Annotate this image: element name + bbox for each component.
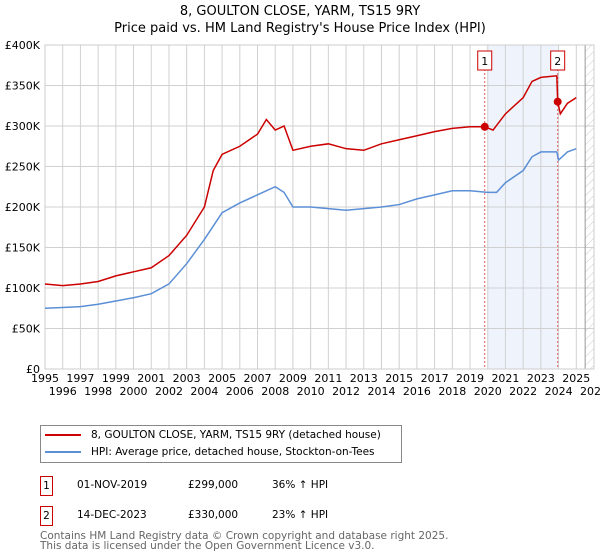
x-tick-label: 2018	[438, 385, 466, 398]
x-tick-label: 2006	[226, 385, 254, 398]
legend-swatch-blue	[45, 451, 81, 453]
x-tick-label: 2004	[190, 385, 218, 398]
series-line	[44, 147, 577, 309]
x-tick-label: 2013	[350, 372, 378, 385]
x-tick-label: 2011	[314, 372, 342, 385]
x-tick-label: 2019	[456, 372, 484, 385]
x-tick-label: 2026	[580, 385, 600, 398]
y-tick-label: £300K	[5, 120, 41, 133]
y-tick-label: £100K	[5, 282, 41, 295]
x-tick-label: 2024	[545, 385, 573, 398]
x-tick-label: 2025	[562, 372, 590, 385]
x-tick-label: 1999	[102, 372, 130, 385]
y-tick-label: £250K	[5, 161, 41, 174]
subtitle-text: Price paid vs. HM Land Registry's House …	[114, 21, 486, 36]
transaction-price: £299,000	[188, 479, 239, 491]
x-tick-label: 2008	[261, 385, 289, 398]
legend-item-hpi: HPI: Average price, detached house, Stoc…	[45, 446, 375, 458]
chart-title: 8, GOULTON CLOSE, YARM, TS15 9RY Price pa…	[0, 3, 600, 37]
x-tick-label: 2000	[120, 385, 148, 398]
series-line	[44, 74, 577, 287]
marker-label: 2	[554, 55, 561, 68]
x-tick-label: 2022	[509, 385, 537, 398]
y-tick-label: £400K	[5, 39, 41, 52]
x-tick-label: 1998	[84, 385, 112, 398]
x-tick-label: 2007	[244, 372, 272, 385]
legend: 8, GOULTON CLOSE, YARM, TS15 9RY (detach…	[40, 425, 402, 463]
x-tick-label: 2001	[137, 372, 165, 385]
title-text: 8, GOULTON CLOSE, YARM, TS15 9RY	[179, 4, 421, 19]
footer-line: Contains HM Land Registry data © Crown c…	[40, 530, 449, 542]
price-chart: 1995199619971998199920002001200220032004…	[5, 39, 600, 398]
y-tick-label: £200K	[5, 201, 41, 214]
x-tick-label: 2003	[173, 372, 201, 385]
x-tick-label: 2009	[279, 372, 307, 385]
marker-badge: 2	[40, 506, 53, 526]
x-tick-label: 2002	[155, 385, 183, 398]
x-tick-label: 1995	[31, 372, 59, 385]
transaction-date: 01-NOV-2019	[77, 479, 148, 491]
marker-box	[477, 50, 493, 71]
x-tick-label: 2017	[421, 372, 449, 385]
x-tick-label: 2012	[332, 385, 360, 398]
marker-box	[550, 50, 566, 71]
transaction-date: 14-DEC-2023	[77, 509, 147, 521]
legend-label: 8, GOULTON CLOSE, YARM, TS15 9RY (detach…	[91, 429, 381, 441]
x-tick-label: 2023	[527, 372, 555, 385]
legend-item-property: 8, GOULTON CLOSE, YARM, TS15 9RY (detach…	[45, 429, 381, 441]
x-tick-label: 2014	[367, 385, 395, 398]
sale-point	[480, 122, 489, 131]
y-tick-label: £0	[26, 363, 40, 376]
marker-label: 1	[481, 55, 488, 68]
transaction-row: 2 14-DEC-2023 £330,000 23% ↑ HPI	[40, 506, 440, 527]
sale-point	[553, 97, 562, 106]
x-tick-label: 2010	[297, 385, 325, 398]
marker-badge: 1	[40, 476, 53, 496]
legend-label: HPI: Average price, detached house, Stoc…	[91, 446, 375, 458]
x-tick-label: 1996	[49, 385, 77, 398]
x-tick-label: 2021	[491, 372, 519, 385]
y-tick-label: £50K	[12, 323, 41, 336]
transaction-row: 1 01-NOV-2019 £299,000 36% ↑ HPI	[40, 476, 440, 497]
transaction-hpi: 36% ↑ HPI	[272, 479, 329, 491]
x-tick-label: 2020	[474, 385, 502, 398]
transaction-hpi: 23% ↑ HPI	[272, 509, 329, 521]
y-tick-label: £150K	[5, 242, 41, 255]
x-tick-label: 1997	[66, 372, 94, 385]
x-tick-label: 2015	[385, 372, 413, 385]
x-tick-label: 2016	[403, 385, 431, 398]
legend-swatch-red	[45, 434, 81, 436]
plot-border	[44, 44, 595, 370]
footer-line: This data is licensed under the Open Gov…	[40, 540, 375, 552]
y-tick-label: £350K	[5, 80, 41, 93]
footer: Contains HM Land Registry data © Crown c…	[40, 530, 449, 552]
transaction-price: £330,000	[188, 509, 239, 521]
x-tick-label: 2005	[208, 372, 236, 385]
